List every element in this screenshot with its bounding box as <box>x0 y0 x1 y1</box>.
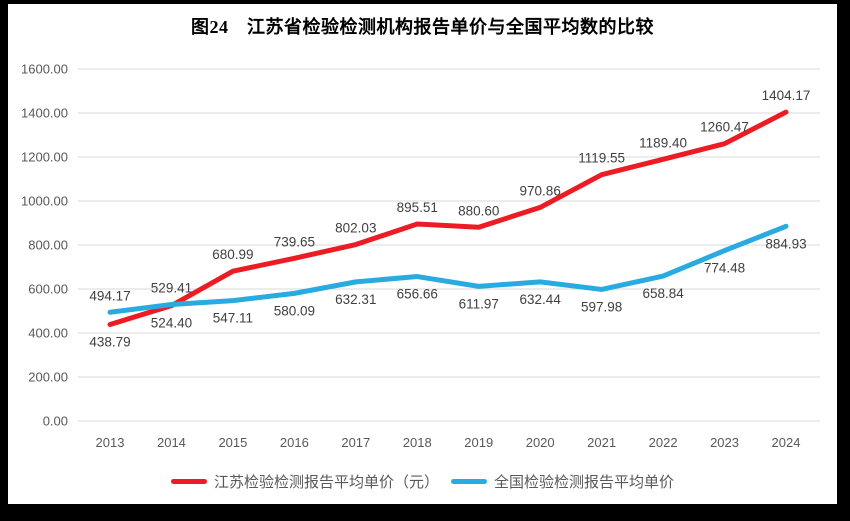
x-tick-label: 2019 <box>464 435 493 450</box>
x-axis-tick-labels: 2013 2014 2015 2016 2017 2018 2019 2020 2021 2022… <box>96 435 801 450</box>
x-tick-label: 2018 <box>403 435 432 450</box>
data-label: 774.48 <box>704 261 745 276</box>
data-label: 1189.40 <box>639 135 687 150</box>
data-label: 547.11 <box>213 311 253 326</box>
series-line-national <box>107 223 789 315</box>
x-tick-label: 2013 <box>96 435 125 450</box>
x-tick-label: 2017 <box>341 435 370 450</box>
y-tick-label: 1400.00 <box>21 106 68 121</box>
gridlines <box>78 68 820 422</box>
y-tick-label: 1000.00 <box>21 194 68 209</box>
data-label: 970.86 <box>520 183 561 198</box>
data-label: 880.60 <box>458 203 499 218</box>
legend-label-national: 全国检验检测报告平均单价 <box>494 474 675 491</box>
data-label: 802.03 <box>335 221 376 236</box>
data-label: 438.79 <box>89 334 130 349</box>
y-tick-label: 0.00 <box>43 414 68 429</box>
legend-label-jiangsu: 江苏检验检测报告平均单价（元） <box>213 474 439 491</box>
legend-item-jiangsu: 江苏检验检测报告平均单价（元） <box>170 471 439 492</box>
legend-line-swatch-red <box>170 479 207 484</box>
series-line-jiangsu <box>107 109 789 327</box>
data-label: 680.99 <box>212 247 253 262</box>
y-axis-tick-labels: 0.00 200.00 400.00 600.00 800.00 1000.00 1200.… <box>21 62 68 429</box>
data-label: 1404.17 <box>762 88 811 103</box>
data-label: 632.44 <box>520 292 562 307</box>
x-tick-label: 2023 <box>710 435 739 450</box>
data-label: 524.40 <box>151 316 192 331</box>
data-label: 529.41 <box>151 281 192 296</box>
data-label: 580.09 <box>274 303 315 318</box>
data-label: 895.51 <box>397 200 438 215</box>
x-tick-label: 2014 <box>157 435 186 450</box>
data-label: 632.31 <box>335 292 376 307</box>
legend-line-swatch-blue <box>451 479 487 484</box>
x-tick-label: 2024 <box>772 435 801 450</box>
x-tick-label: 2016 <box>280 435 309 450</box>
y-tick-label: 400.00 <box>28 326 68 341</box>
y-tick-label: 1200.00 <box>21 150 68 165</box>
data-label: 611.97 <box>459 296 499 311</box>
data-label: 1260.47 <box>700 120 749 135</box>
x-tick-label: 2021 <box>587 435 616 450</box>
x-tick-label: 2015 <box>218 435 247 450</box>
data-label: 494.17 <box>89 288 130 303</box>
data-label: 884.93 <box>765 236 806 251</box>
data-label: 597.98 <box>581 299 622 314</box>
data-label: 739.65 <box>274 234 315 249</box>
data-labels-jiangsu: 438.79 524.40 680.99 739.65 802.03 895.51 880.… <box>89 88 810 349</box>
y-tick-label: 600.00 <box>28 282 68 297</box>
data-label: 656.66 <box>397 287 438 302</box>
chart-title: 图24 江苏省检验检测机构报告单价与全国平均数的比较 <box>191 17 654 37</box>
data-label: 1119.55 <box>578 151 625 166</box>
y-tick-label: 1600.00 <box>21 62 68 77</box>
chart-legend: 江苏检验检测报告平均单价（元） 全国检验检测报告平均单价 <box>8 471 837 492</box>
data-labels-national: 494.17 529.41 547.11 580.09 632.31 656.66 611.… <box>89 236 806 325</box>
x-tick-label: 2020 <box>526 435 555 450</box>
legend-item-national: 全国检验检测报告平均单价 <box>451 471 674 492</box>
y-tick-label: 800.00 <box>28 238 68 253</box>
y-tick-label: 200.00 <box>28 370 68 385</box>
data-label: 658.84 <box>642 286 684 301</box>
x-tick-label: 2022 <box>649 435 678 450</box>
